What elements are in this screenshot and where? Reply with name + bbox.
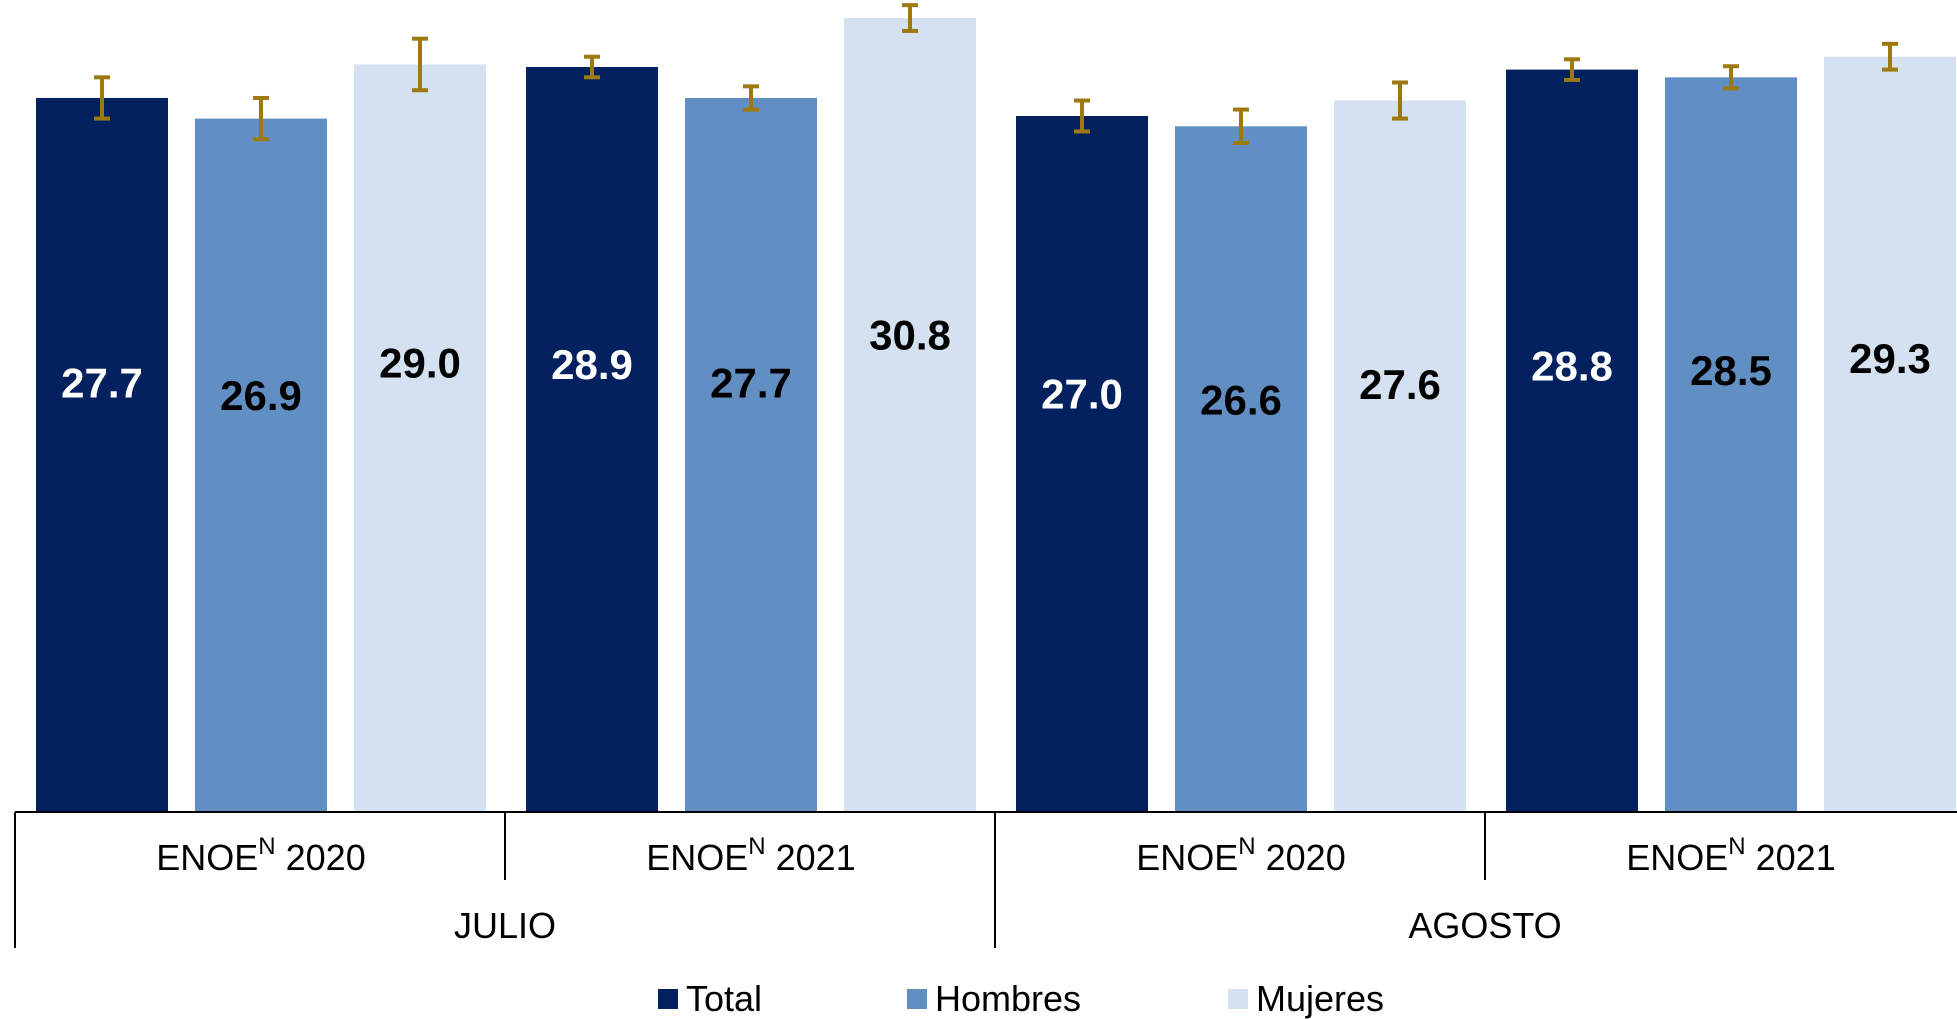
bars-layer: [36, 18, 1956, 813]
error-bar-mujeres-3: [1882, 41, 1898, 72]
error-bar-hombres-1: [743, 84, 759, 112]
group-label-julio: JULIO: [454, 905, 556, 946]
error-bar-hombres-0: [253, 95, 269, 142]
bar-hombres-1: [685, 97, 817, 812]
value-label-total-0: 27.7: [61, 360, 143, 407]
error-bar-hombres-3: [1723, 64, 1739, 91]
legend-label-hombres: Hombres: [935, 978, 1081, 1019]
bar-mujeres-1: [844, 18, 976, 813]
value-label-mujeres-0: 29.0: [379, 339, 461, 386]
legend-swatch-total: [658, 989, 678, 1009]
value-label-mujeres-2: 27.6: [1359, 361, 1441, 408]
error-bar-total-3: [1564, 57, 1580, 82]
legend: Total Hombres Mujeres: [658, 978, 1384, 1019]
legend-swatch-hombres: [907, 989, 927, 1009]
bar-hombres-2: [1175, 126, 1307, 813]
value-label-hombres-3: 28.5: [1690, 347, 1772, 394]
legend-item-total: Total: [658, 978, 762, 1019]
bar-mujeres-3: [1824, 56, 1956, 812]
value-label-hombres-0: 26.9: [220, 372, 302, 419]
category-label-3: ENOEN 2021: [1626, 833, 1835, 878]
bar-mujeres-0: [354, 64, 486, 812]
value-label-total-2: 27.0: [1041, 370, 1123, 417]
error-bar-hombres-2: [1233, 107, 1249, 146]
error-bar-total-1: [584, 54, 600, 80]
category-label-2: ENOEN 2020: [1136, 833, 1345, 878]
legend-swatch-mujeres: [1228, 989, 1248, 1009]
bar-total-0: [36, 97, 168, 812]
category-label-0: ENOEN 2020: [156, 833, 365, 878]
error-bar-mujeres-0: [412, 36, 428, 93]
value-labels-layer: 27.7 26.9 29.0 28.9 27.7 30.8 27.0 26.6 27.6 28.8…: [61, 312, 1931, 424]
legend-item-mujeres: Mujeres: [1228, 978, 1384, 1019]
bar-hombres-0: [195, 118, 327, 813]
legend-item-hombres: Hombres: [907, 978, 1081, 1019]
value-label-mujeres-1: 30.8: [869, 312, 951, 359]
bar-hombres-3: [1665, 77, 1797, 813]
error-bar-total-2: [1074, 98, 1090, 134]
value-label-mujeres-3: 29.3: [1849, 335, 1931, 382]
bar-total-1: [526, 67, 658, 813]
error-bar-mujeres-1: [902, 3, 918, 33]
bar-total-3: [1506, 69, 1638, 813]
value-label-total-1: 28.9: [551, 341, 633, 388]
legend-label-mujeres: Mujeres: [1256, 978, 1384, 1019]
bar-total-2: [1016, 116, 1148, 812]
group-label-agosto: AGOSTO: [1408, 905, 1561, 946]
value-label-hombres-1: 27.7: [710, 360, 792, 407]
value-label-hombres-2: 26.6: [1200, 377, 1282, 424]
error-bars-layer: [94, 3, 1898, 146]
bar-mujeres-2: [1334, 100, 1466, 813]
error-bar-mujeres-2: [1392, 80, 1408, 121]
value-label-total-3: 28.8: [1531, 343, 1613, 390]
category-label-1: ENOEN 2021: [646, 833, 855, 878]
category-axis: ENOEN 2020 ENOEN 2021 ENOEN 2020 ENOEN 2021…: [14, 811, 1957, 948]
legend-label-total: Total: [686, 978, 762, 1019]
error-bar-total-0: [94, 75, 110, 121]
